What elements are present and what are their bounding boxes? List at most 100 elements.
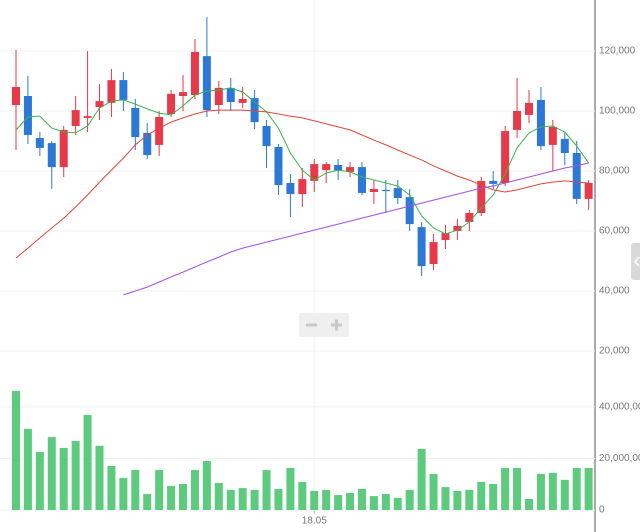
candle-body (584, 183, 593, 199)
volume-bar (143, 494, 152, 510)
zoom-out-icon[interactable] (306, 323, 317, 327)
candle-body (572, 153, 581, 199)
candle-body (59, 129, 68, 168)
volume-bar (107, 465, 116, 510)
candle-body (226, 87, 235, 102)
candle-body (250, 98, 259, 123)
volume-bar (560, 479, 569, 510)
candle-body (202, 56, 211, 111)
candle-body (107, 80, 116, 103)
volume-bar (357, 488, 366, 510)
volume-bar (59, 447, 68, 510)
candle-body (167, 93, 176, 114)
y-tick-label: 0 (599, 505, 605, 516)
volume-bar (71, 440, 80, 510)
candle-body (155, 117, 164, 145)
side-tab-icon (633, 256, 640, 267)
volume-bar (95, 445, 104, 510)
volume-bar (477, 481, 486, 510)
volume-bar (167, 486, 176, 510)
candle-body (119, 80, 128, 100)
candle-body (179, 92, 188, 96)
volume-bar (286, 467, 295, 510)
volume-bar (179, 483, 188, 510)
volume-bar (12, 390, 20, 510)
candle-body (83, 116, 92, 118)
candle-body (393, 188, 402, 198)
volume-bar (131, 470, 140, 510)
volume-bar (417, 448, 426, 510)
candle-body (536, 99, 545, 147)
candle-body (35, 138, 44, 148)
volume-bar (202, 461, 211, 510)
candle-body (190, 51, 199, 96)
volume-bar (513, 467, 522, 510)
volume-bar (47, 437, 56, 510)
candle-body (405, 197, 414, 225)
candle-body (477, 180, 486, 213)
volume-bar (346, 492, 355, 510)
y-tick-label: 60,000 (599, 226, 630, 237)
candle-body (95, 101, 104, 108)
candle-body (429, 242, 438, 264)
volume-bar (83, 414, 92, 510)
zoom-bg (299, 313, 349, 337)
y-tick-label: 20,000 (599, 346, 630, 357)
volume-bar (334, 495, 343, 510)
volume-bar (35, 452, 44, 510)
volume-bar (190, 470, 199, 510)
candle-body (262, 126, 271, 147)
candle-body (441, 233, 450, 240)
candle-body (286, 183, 295, 195)
moving-average-line (15, 87, 590, 235)
candle-body (214, 87, 223, 105)
candle-body (310, 164, 319, 181)
candle-body (71, 110, 80, 126)
volume-bar (262, 470, 271, 510)
y-tick-label: 40,000 (599, 286, 630, 297)
volume-bar (548, 472, 557, 510)
volume-bar (501, 467, 510, 510)
volume-bar (584, 467, 593, 510)
volume-bar (214, 482, 223, 510)
zoom-controls[interactable] (299, 313, 349, 337)
candle-body (274, 147, 283, 186)
candle-body (548, 126, 557, 145)
volume-bar (23, 428, 32, 510)
volume-bar (310, 490, 319, 510)
y-tick-label: 40,000,000 (599, 402, 640, 413)
candle-body (560, 138, 569, 153)
volume-bar (441, 487, 450, 510)
side-tab[interactable] (631, 243, 640, 280)
volume-bar (274, 488, 283, 510)
volume-bar (453, 490, 462, 510)
candle-body (47, 143, 56, 168)
candle-body (417, 227, 426, 267)
volume-bar (155, 470, 164, 510)
x-tick-label: 18.05 (302, 516, 327, 527)
volume-bar (524, 498, 533, 510)
volume-bar (405, 489, 414, 510)
candle-body (131, 108, 140, 138)
volume-bar (393, 497, 402, 510)
volume-bar (238, 488, 247, 510)
candle-body (513, 111, 522, 130)
volume-bar (226, 489, 235, 510)
zoom-in-icon (335, 319, 338, 331)
moving-average-line (123, 162, 589, 296)
volume-bar (536, 473, 545, 510)
candle-body (334, 165, 343, 171)
volume-bar (119, 478, 128, 510)
volume-bar (369, 496, 378, 510)
candle-body (381, 189, 390, 192)
volume-bar (572, 467, 581, 510)
candle-body (238, 99, 247, 103)
y-tick-label: 120,000 (599, 46, 636, 57)
candle-body (143, 132, 152, 156)
volume-bar (429, 473, 438, 510)
candle-body (357, 167, 366, 193)
candle-body (298, 179, 307, 195)
volume-bar (381, 494, 390, 510)
y-tick-label: 20,000,000 (599, 453, 640, 464)
